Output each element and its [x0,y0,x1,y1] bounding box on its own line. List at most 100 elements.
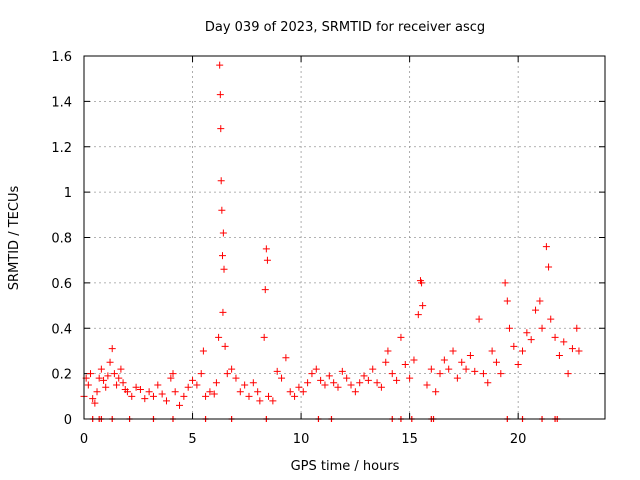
data-point [382,358,390,366]
data-point [510,342,518,350]
data-point [351,388,359,396]
data-point [299,388,307,396]
data-point [113,381,121,389]
data-point [108,345,116,353]
data-point [245,392,253,400]
y-tick-label: 0.2 [51,368,72,383]
data-point [84,381,92,389]
data-point [497,370,505,378]
data-point [545,263,553,271]
data-point [95,374,103,382]
data-point [440,356,448,364]
x-axis-label: GPS time / hours [291,459,400,474]
data-point [295,383,303,391]
data-point [492,358,500,366]
data-point [384,347,392,355]
data-point [547,315,555,323]
data-point [388,370,396,378]
data-point [406,374,414,382]
data-point [176,401,184,409]
data-point [286,388,294,396]
data-point [162,397,170,405]
data-point [100,376,108,384]
data-point [216,61,224,69]
x-axis-ticks: 0 5 10 15 20 [80,56,527,447]
y-axis-ticks: 0 0.2 0.4 0.6 0.8 1 1.2 1.4 1.6 [51,50,605,428]
data-point [260,333,268,341]
data-point [377,383,385,391]
data-point [180,392,188,400]
data-point [325,372,333,380]
data-point [282,354,290,362]
data-point [475,315,483,323]
data-point [149,392,157,400]
data-point [514,361,522,369]
data-point [453,374,461,382]
data-point [321,381,329,389]
x-tick-label: 10 [293,432,310,447]
data-point [184,383,192,391]
data-point [220,265,228,273]
data-point [261,286,269,294]
data-point [232,374,240,382]
data-point [110,370,118,378]
data-point [171,388,179,396]
x-tick-label: 0 [80,432,88,447]
data-point [488,347,496,355]
data-point [423,381,431,389]
data-point [418,279,426,287]
data-point [217,177,225,185]
y-axis-label: SRMTID / TECUs [7,186,22,291]
data-point [278,374,286,382]
data-point [117,365,125,373]
data-point [484,379,492,387]
data-point [87,370,95,378]
data-point [414,311,422,319]
data-point [536,297,544,305]
data-point [210,390,218,398]
data-point [158,390,166,398]
y-tick-label: 0.6 [51,277,72,292]
data-point [202,392,210,400]
data-point [369,365,377,373]
data-point [373,379,381,387]
data-points [80,61,583,409]
data-point [427,365,435,373]
data-point [393,376,401,384]
data-point [519,347,527,355]
data-point [132,383,140,391]
data-point [167,374,175,382]
data-point [471,367,479,375]
data-point [123,388,131,396]
data-point [104,372,112,380]
data-point [218,206,226,214]
data-point [560,338,568,346]
x-tick-label: 20 [510,432,527,447]
data-point [317,376,325,384]
data-point [364,376,372,384]
data-point [218,252,226,260]
data-point [154,381,162,389]
data-point [93,388,101,396]
data-point [542,243,550,251]
data-point [128,392,136,400]
data-point [410,356,418,364]
data-point [338,367,346,375]
data-point [527,336,535,344]
plot-frame [83,55,606,420]
y-tick-label: 1.4 [51,95,72,110]
data-point [360,372,368,380]
data-point [401,361,409,369]
data-point [97,365,105,373]
data-point [262,245,270,253]
data-point [449,347,457,355]
data-point [503,297,511,305]
data-point [573,324,581,332]
y-tick-label: 0.8 [51,232,72,247]
data-point [555,351,563,359]
data-point [304,379,312,387]
data-point [356,379,364,387]
data-point [505,324,513,332]
grid [84,56,605,419]
data-point [263,256,271,264]
